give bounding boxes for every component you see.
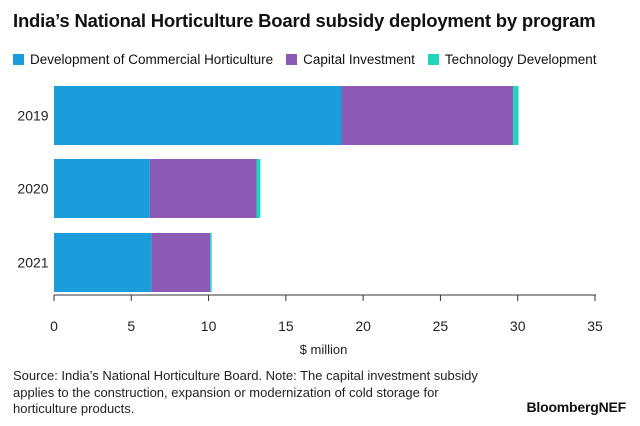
bar-2020-series-2 <box>256 159 261 218</box>
legend: Development of Commercial Horticulture C… <box>13 52 610 67</box>
bar-2019-series-1 <box>341 86 514 145</box>
x-axis-label: $ million <box>300 342 348 357</box>
x-tick-label-5: 5 <box>127 318 135 334</box>
x-tick-label-35: 35 <box>587 318 603 334</box>
source-note: Source: India’s National Horticulture Bo… <box>13 368 478 416</box>
legend-swatch-commercial-horticulture <box>13 54 24 65</box>
bar-2020-series-0 <box>54 159 150 218</box>
x-tick-label-15: 15 <box>278 318 294 334</box>
x-tick-label-25: 25 <box>433 318 449 334</box>
legend-item-commercial-horticulture: Development of Commercial Horticulture <box>13 52 273 67</box>
legend-item-capital-investment: Capital Investment <box>286 52 415 67</box>
legend-label-commercial-horticulture: Development of Commercial Horticulture <box>30 52 274 67</box>
x-tick-label-0: 0 <box>50 318 58 334</box>
bar-2019-series-0 <box>54 86 342 145</box>
legend-item-technology-development: Technology Development <box>427 52 597 67</box>
legend-label-technology-development: Technology Development <box>444 52 597 67</box>
brand-logo: BloombergNEF <box>526 399 627 415</box>
category-label-2021: 2021 <box>17 255 48 271</box>
category-label-2020: 2020 <box>17 181 48 197</box>
bar-2021-series-2 <box>210 233 212 292</box>
x-tick-label-10: 10 <box>201 318 217 334</box>
chart-title: India’s National Horticulture Board subs… <box>13 10 596 31</box>
category-label-2019: 2019 <box>17 108 48 124</box>
x-tick-label-30: 30 <box>510 318 526 334</box>
legend-swatch-technology-development <box>427 54 439 65</box>
legend-label-capital-investment: Capital Investment <box>303 52 415 67</box>
bar-2021-series-1 <box>151 233 211 292</box>
legend-swatch-capital-investment <box>286 54 298 65</box>
bar-2021-series-0 <box>54 233 152 292</box>
bar-2020-series-1 <box>149 159 257 218</box>
bar-2019-series-2 <box>513 86 519 145</box>
x-tick-label-20: 20 <box>355 318 371 334</box>
